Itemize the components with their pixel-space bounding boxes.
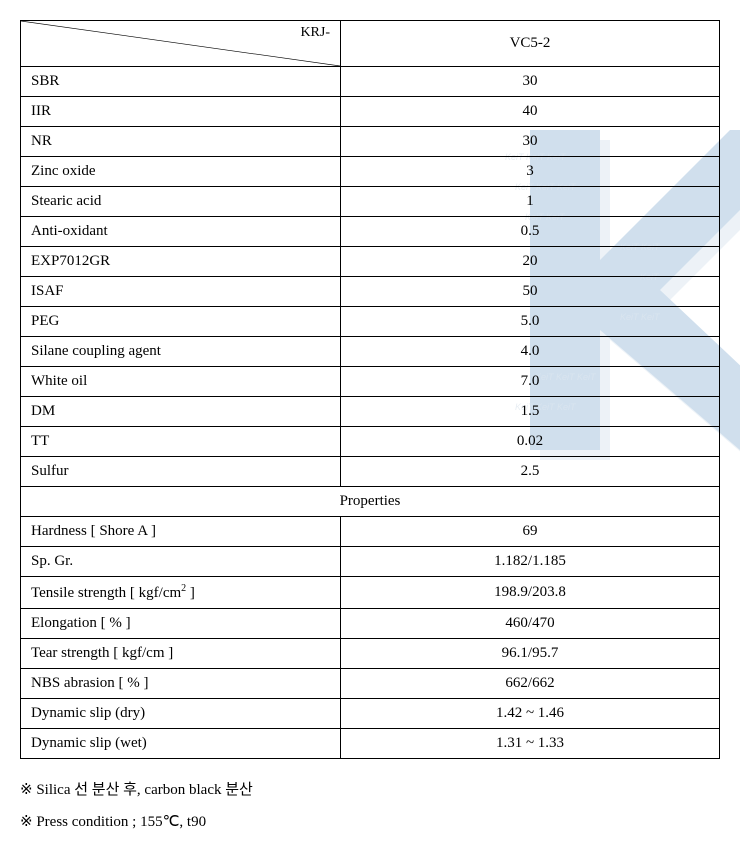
row-label: Dynamic slip (wet) [21,729,341,759]
row-value: 4.0 [341,337,720,367]
table-row: NR30 [21,127,720,157]
table-row: Tensile strength [ kgf/cm2 ]198.9/203.8 [21,577,720,609]
table-row: IIR40 [21,97,720,127]
row-value: 1.31 ~ 1.33 [341,729,720,759]
row-label: Sp. Gr. [21,547,341,577]
row-value: 30 [341,127,720,157]
row-value: 1.182/1.185 [341,547,720,577]
table-row: Silane coupling agent4.0 [21,337,720,367]
row-value: 662/662 [341,669,720,699]
row-label: NR [21,127,341,157]
section-label: Properties [21,487,720,517]
row-label: Anti-oxidant [21,217,341,247]
row-value: 3 [341,157,720,187]
diagonal-header-cell: KRJ- [21,21,341,67]
table-row: Sulfur2.5 [21,457,720,487]
table-row: Zinc oxide3 [21,157,720,187]
row-label: SBR [21,67,341,97]
row-label: Stearic acid [21,187,341,217]
row-label: Silane coupling agent [21,337,341,367]
table-row: NBS abrasion [ % ]662/662 [21,669,720,699]
row-value: 5.0 [341,307,720,337]
section-row: Properties [21,487,720,517]
row-label: IIR [21,97,341,127]
row-value: 50 [341,277,720,307]
row-label: Zinc oxide [21,157,341,187]
row-value: 30 [341,67,720,97]
row-value: 7.0 [341,367,720,397]
formulation-properties-table: KRJ- VC5-2 SBR30IIR40NR30Zinc oxide3Stea… [20,20,720,759]
row-label: Dynamic slip (dry) [21,699,341,729]
footnotes: ※ Silica 선 분산 후, carbon black 분산※ Press … [20,775,720,837]
table-row: White oil7.0 [21,367,720,397]
table-row: Dynamic slip (wet)1.31 ~ 1.33 [21,729,720,759]
row-label: DM [21,397,341,427]
row-label: NBS abrasion [ % ] [21,669,341,699]
column-header: VC5-2 [341,21,720,67]
table-body: KRJ- VC5-2 SBR30IIR40NR30Zinc oxide3Stea… [21,21,720,759]
table-row: Dynamic slip (dry)1.42 ~ 1.46 [21,699,720,729]
table-row: TT0.02 [21,427,720,457]
table-row: SBR30 [21,67,720,97]
table-row: PEG5.0 [21,307,720,337]
row-label: Tensile strength [ kgf/cm2 ] [21,577,341,609]
row-label: Elongation [ % ] [21,609,341,639]
footnote-line: ※ Silica 선 분산 후, carbon black 분산 [20,775,720,805]
row-value: 0.02 [341,427,720,457]
row-label: EXP7012GR [21,247,341,277]
krj-label: KRJ- [300,25,330,41]
row-label: Hardness [ Shore A ] [21,517,341,547]
table-row: ISAF50 [21,277,720,307]
row-label: TT [21,427,341,457]
row-value: 198.9/203.8 [341,577,720,609]
header-row: KRJ- VC5-2 [21,21,720,67]
table-row: EXP7012GR20 [21,247,720,277]
table-row: Anti-oxidant0.5 [21,217,720,247]
row-value: 460/470 [341,609,720,639]
table-row: Stearic acid1 [21,187,720,217]
row-value: 96.1/95.7 [341,639,720,669]
row-label: White oil [21,367,341,397]
table-row: Hardness [ Shore A ]69 [21,517,720,547]
row-value: 2.5 [341,457,720,487]
row-value: 20 [341,247,720,277]
row-label: ISAF [21,277,341,307]
row-value: 0.5 [341,217,720,247]
table-row: Sp. Gr.1.182/1.185 [21,547,720,577]
table-row: DM1.5 [21,397,720,427]
row-value: 1.5 [341,397,720,427]
row-label: Sulfur [21,457,341,487]
row-value: 69 [341,517,720,547]
row-value: 1 [341,187,720,217]
row-label: PEG [21,307,341,337]
row-label: Tear strength [ kgf/cm ] [21,639,341,669]
row-value: 40 [341,97,720,127]
table-row: Elongation [ % ]460/470 [21,609,720,639]
row-value: 1.42 ~ 1.46 [341,699,720,729]
footnote-line: ※ Press condition ; 155℃, t90 [20,807,720,837]
table-row: Tear strength [ kgf/cm ]96.1/95.7 [21,639,720,669]
